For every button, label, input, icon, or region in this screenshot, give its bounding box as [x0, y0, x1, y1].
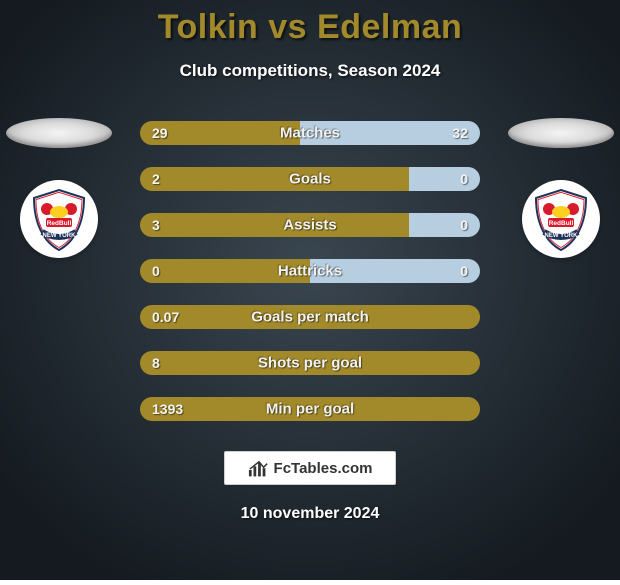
- stat-bar-right: [409, 213, 480, 237]
- stat-row: Assists 3 0: [140, 213, 480, 237]
- stat-label: Goals per match: [251, 309, 369, 326]
- stat-value-left: 1393: [152, 401, 183, 417]
- stat-value-right: 32: [452, 125, 468, 141]
- stat-value-left: 0.07: [152, 309, 179, 325]
- stat-bar-left: [140, 167, 409, 191]
- stat-value-left: 3: [152, 217, 160, 233]
- stat-row: Shots per goal 8: [140, 351, 480, 375]
- stat-value-right: 0: [460, 217, 468, 233]
- stat-label: Shots per goal: [258, 355, 362, 372]
- page-title: Tolkin vs Edelman: [158, 8, 463, 47]
- stat-row: Goals per match 0.07: [140, 305, 480, 329]
- stat-label: Assists: [283, 217, 336, 234]
- stat-bar-left: [140, 213, 409, 237]
- stat-value-left: 2: [152, 171, 160, 187]
- subtitle: Club competitions, Season 2024: [180, 61, 441, 81]
- stat-label: Min per goal: [266, 401, 354, 418]
- stat-label: Matches: [280, 125, 340, 142]
- stat-row: Min per goal 1393: [140, 397, 480, 421]
- stat-row: Goals 2 0: [140, 167, 480, 191]
- brand-text: FcTables.com: [274, 460, 373, 477]
- stat-bar-right: [409, 167, 480, 191]
- stat-value-left: 8: [152, 355, 160, 371]
- stats-panel: Matches2932Goals20Assists30Hattricks00Go…: [140, 121, 480, 421]
- stat-value-left: 0: [152, 263, 160, 279]
- stat-row: Matches 29 32: [140, 121, 480, 145]
- date-label: 10 november 2024: [241, 505, 380, 523]
- stat-value-left: 29: [152, 125, 168, 141]
- stat-value-right: 0: [460, 171, 468, 187]
- stat-row: Hattricks 0 0: [140, 259, 480, 283]
- stat-value-right: 0: [460, 263, 468, 279]
- stat-label: Hattricks: [278, 263, 342, 280]
- brand-badge: FcTables.com: [224, 451, 396, 485]
- bars-icon: [248, 459, 270, 477]
- stat-label: Goals: [289, 171, 331, 188]
